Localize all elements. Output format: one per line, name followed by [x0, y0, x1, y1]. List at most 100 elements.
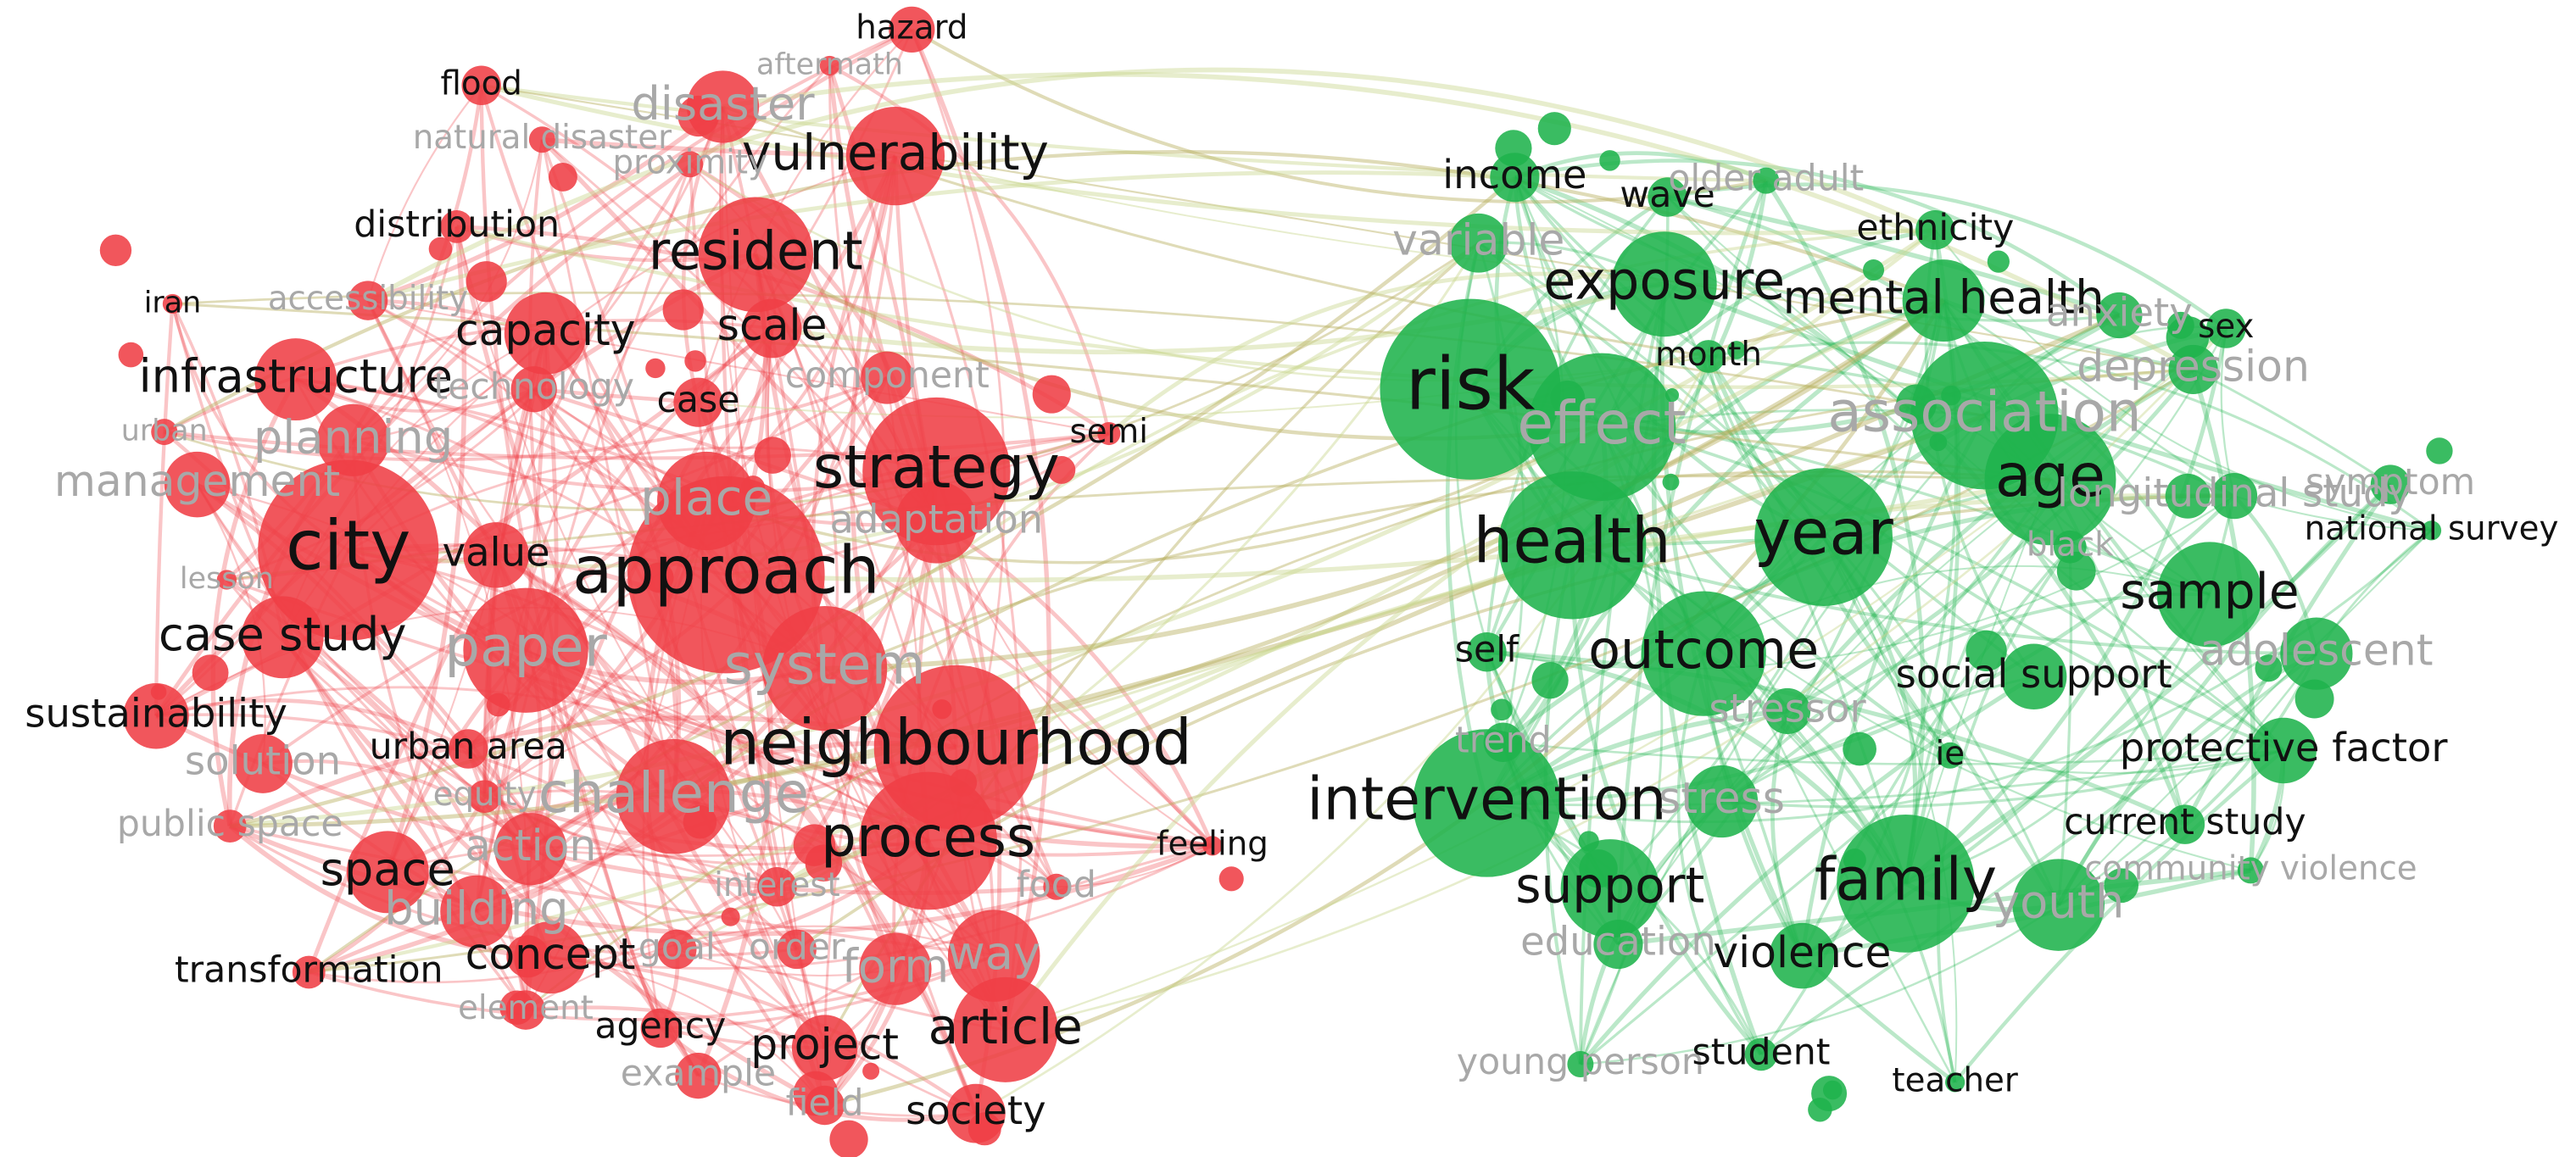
node: [468, 780, 501, 814]
link: [1571, 543, 2317, 656]
link: [1770, 710, 1804, 957]
node-label: national survey: [2305, 509, 2559, 548]
link: [2057, 547, 2073, 905]
node: [2165, 804, 2205, 844]
node: [952, 976, 1058, 1082]
link: [281, 636, 826, 1108]
node: [1097, 421, 1121, 446]
node: [463, 522, 529, 588]
node-label: article: [928, 998, 1083, 1055]
link: [347, 548, 1213, 849]
node: [1448, 213, 1508, 273]
link: [549, 956, 826, 1106]
node-label: distribution: [354, 203, 560, 246]
link: [1514, 151, 1767, 183]
node-label: iran: [144, 286, 201, 320]
link: [540, 139, 675, 797]
node-label: sustainability: [25, 690, 287, 736]
node: [504, 292, 587, 375]
link: [1800, 546, 2071, 957]
link: [2056, 482, 2392, 906]
node: [805, 844, 843, 882]
node: [861, 351, 914, 404]
node: [216, 570, 237, 590]
node-label: month: [1655, 336, 1762, 374]
node: [2206, 309, 2246, 348]
node: [2012, 859, 2105, 951]
node: [1593, 920, 1643, 970]
link: [722, 71, 2194, 372]
link: [1720, 592, 2210, 803]
node: [791, 1015, 858, 1081]
node: [164, 451, 231, 518]
node: [932, 699, 952, 720]
node: [777, 929, 817, 970]
node-label: process: [821, 804, 1035, 870]
node-label: feeling: [1157, 825, 1268, 863]
node-label: component: [785, 354, 990, 397]
node: [754, 437, 791, 474]
link: [1759, 652, 2318, 1056]
link: [366, 85, 482, 301]
link: [496, 432, 1110, 557]
node-label: lesson: [180, 562, 274, 596]
node: [819, 55, 840, 76]
node-label: sex: [2198, 308, 2254, 346]
node: [1837, 815, 1975, 953]
link: [895, 155, 1944, 302]
node: [150, 684, 167, 700]
node: [675, 1052, 722, 1099]
node: [1664, 387, 1680, 403]
node-label: youth: [1993, 876, 2124, 929]
link: [1578, 675, 2035, 1066]
node-label: infrastructure: [139, 350, 453, 403]
node-label: approach: [572, 533, 880, 609]
node: [2370, 464, 2411, 504]
node: [440, 210, 473, 243]
node: [2166, 315, 2210, 359]
node: [2104, 868, 2139, 904]
link: [308, 745, 957, 975]
node-label: association: [1827, 379, 2141, 444]
link: [1571, 543, 1957, 1083]
node: [1929, 433, 1948, 452]
node: [466, 261, 507, 303]
node-label: year: [1754, 498, 1894, 570]
link: [475, 164, 692, 912]
node-label: hazard: [856, 8, 967, 47]
node-label: longitudinal study: [2057, 470, 2412, 516]
node: [213, 809, 247, 843]
link: [909, 28, 1051, 1031]
node-label: case: [656, 379, 739, 421]
node-label: solution: [185, 737, 341, 783]
node: [2056, 551, 2096, 591]
node: [1611, 231, 1717, 337]
node-label: action: [465, 820, 596, 871]
link: [525, 925, 995, 1011]
node-label: wave: [1620, 174, 1715, 216]
link: [155, 698, 470, 751]
link: [660, 954, 995, 1030]
node: [1413, 729, 1561, 877]
node: [499, 990, 534, 1026]
node: [859, 932, 932, 1005]
link: [494, 553, 979, 1115]
link: [1579, 754, 1951, 1065]
node: [829, 1120, 868, 1157]
node: [2255, 654, 2283, 682]
node-label: community violence: [2084, 849, 2417, 887]
node: [645, 358, 666, 379]
link: [230, 228, 1937, 829]
node: [1692, 340, 1726, 373]
node: [698, 197, 814, 313]
node: [1753, 167, 1780, 194]
link: [772, 281, 1665, 355]
node: [1043, 873, 1070, 900]
link: [894, 155, 1023, 1031]
node: [1862, 259, 1885, 281]
node-label: flood: [440, 64, 521, 103]
node-label: adolescent: [2200, 626, 2433, 676]
link: [1667, 182, 2228, 331]
node-label: young person: [1457, 1041, 1704, 1083]
node: [448, 729, 488, 769]
